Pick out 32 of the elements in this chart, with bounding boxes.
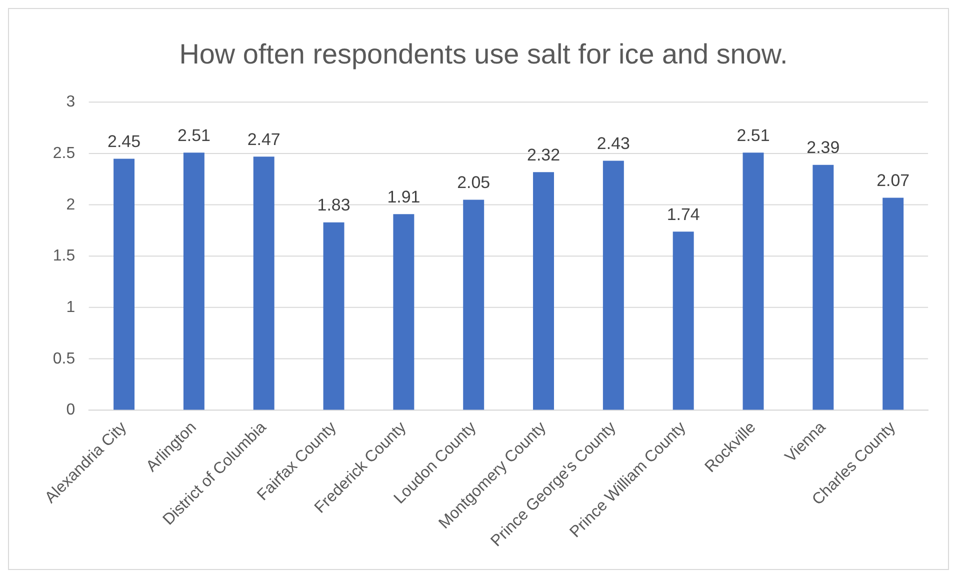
y-tick-label: 1.5 — [52, 248, 76, 265]
data-label: 1.91 — [387, 187, 420, 206]
bar — [672, 232, 694, 410]
chart-title: How often respondents use salt for ice and snow. — [179, 38, 788, 70]
y-tick-label: 3 — [66, 94, 76, 111]
data-label: 2.39 — [806, 138, 840, 158]
y-tick-label: 0.5 — [52, 350, 76, 368]
data-label: 2.47 — [247, 130, 280, 149]
data-label: 2.32 — [527, 145, 560, 164]
data-label: 2.43 — [596, 134, 630, 154]
data-label: 1.83 — [317, 196, 350, 215]
bar — [253, 156, 274, 410]
bar — [393, 214, 414, 410]
data-label: 2.51 — [736, 126, 770, 145]
data-label: 2.45 — [108, 132, 141, 151]
bar — [323, 222, 344, 410]
y-tick-label: 0 — [66, 402, 76, 419]
bar — [114, 158, 135, 410]
data-label: 1.74 — [666, 204, 700, 224]
data-label: 2.07 — [876, 170, 910, 190]
bar — [882, 198, 904, 410]
bar — [183, 152, 204, 410]
bar — [602, 160, 624, 410]
data-label: 2.51 — [177, 126, 210, 145]
bar — [742, 152, 764, 410]
data-label: 2.05 — [457, 173, 490, 192]
y-tick-label: 1 — [66, 298, 76, 316]
bar — [533, 172, 554, 410]
bar — [463, 200, 484, 410]
y-tick-label: 2 — [66, 196, 76, 214]
bar — [812, 164, 834, 410]
y-tick-label: 2.5 — [52, 144, 76, 162]
